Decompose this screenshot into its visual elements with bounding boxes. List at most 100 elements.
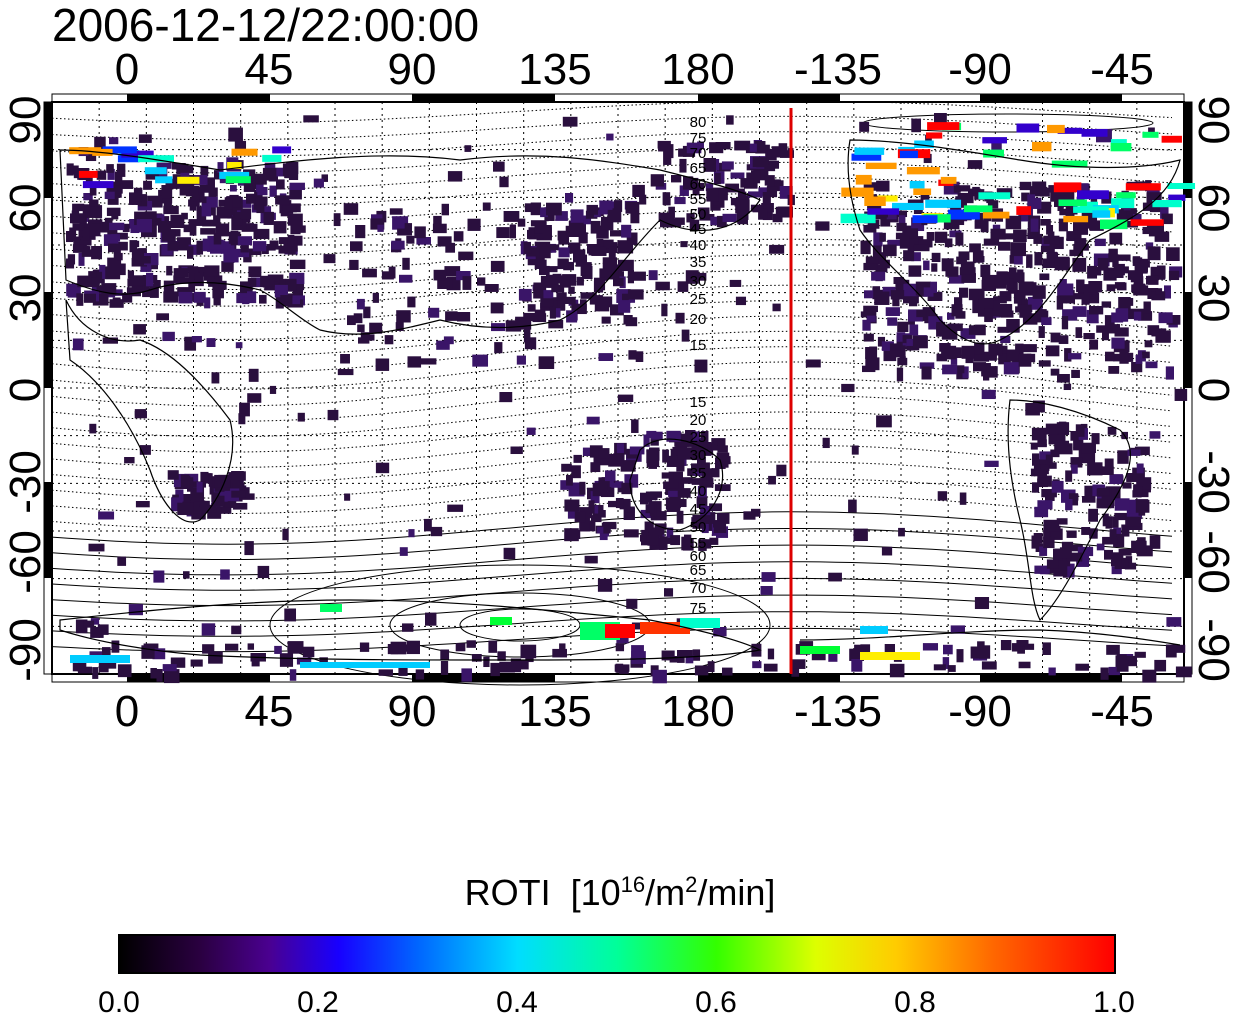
roti-cell xyxy=(524,203,538,213)
roti-cell xyxy=(244,541,254,556)
roti-cell xyxy=(702,512,716,524)
roti-cell xyxy=(887,317,898,326)
roti-cell xyxy=(287,234,295,247)
roti-data xyxy=(66,113,1196,684)
roti-cell xyxy=(864,290,874,299)
roti-cell xyxy=(1155,330,1171,343)
roti-cell xyxy=(1010,242,1027,257)
roti-cell xyxy=(1038,468,1047,478)
roti-cell xyxy=(713,627,727,637)
roti-cell xyxy=(1071,369,1080,378)
roti-cell xyxy=(945,266,959,277)
roti-cell xyxy=(681,477,693,484)
roti-cell xyxy=(176,277,191,284)
roti-cell xyxy=(256,203,265,214)
roti-cell xyxy=(592,482,608,497)
roti-cell xyxy=(320,604,342,612)
roti-cell xyxy=(150,668,157,679)
roti-cell xyxy=(947,312,955,320)
roti-cell xyxy=(144,211,157,222)
roti-cell xyxy=(579,518,590,532)
roti-cell xyxy=(1069,293,1084,300)
roti-cell xyxy=(534,259,547,270)
roti-cell xyxy=(551,284,565,293)
roti-cell xyxy=(1066,552,1083,562)
roti-cell xyxy=(1149,204,1163,213)
roti-cell xyxy=(961,273,976,283)
roti-cell xyxy=(629,446,645,455)
roti-cell xyxy=(1109,232,1123,245)
contour-value-label: 70 xyxy=(689,145,707,162)
roti-cell xyxy=(212,284,224,299)
roti-cell xyxy=(564,499,580,512)
roti-cell xyxy=(863,225,877,233)
roti-cell xyxy=(627,289,644,300)
roti-cell xyxy=(355,225,366,239)
roti-cell xyxy=(539,246,551,259)
roti-cell xyxy=(879,232,886,242)
roti-cell xyxy=(128,604,143,616)
roti-cell xyxy=(851,659,863,672)
roti-cell xyxy=(911,118,922,133)
roti-cell xyxy=(372,292,379,303)
roti-cell xyxy=(625,317,638,327)
roti-cell xyxy=(92,269,105,284)
roti-cell xyxy=(1155,288,1163,295)
roti-cell xyxy=(991,142,1002,153)
roti-cell xyxy=(1118,297,1131,311)
roti-cell xyxy=(574,511,586,523)
roti-cell xyxy=(162,664,177,672)
roti-cell xyxy=(617,394,634,402)
colorbar-title: ROTI [1016/m2/min] xyxy=(0,872,1240,914)
roti-cell xyxy=(157,221,171,233)
roti-cell xyxy=(626,232,638,245)
roti-cell xyxy=(1104,315,1115,327)
roti-cell xyxy=(1005,215,1022,230)
roti-cell xyxy=(863,333,874,342)
roti-cell xyxy=(455,643,466,652)
roti-cell xyxy=(896,222,907,232)
roti-cell xyxy=(926,132,943,139)
roti-cell xyxy=(1130,271,1144,283)
roti-cell xyxy=(406,640,420,655)
roti-cell xyxy=(1021,192,1030,202)
roti-cell xyxy=(1046,225,1054,235)
roti-cell xyxy=(876,180,890,192)
roti-cell xyxy=(1072,306,1087,317)
roti-cell xyxy=(98,511,115,520)
roti-cell xyxy=(896,332,906,342)
roti-cell xyxy=(981,389,996,400)
roti-cell xyxy=(204,297,211,309)
roti-cell xyxy=(693,272,707,281)
roti-cell xyxy=(279,653,294,667)
roti-cell xyxy=(689,219,700,231)
roti-cell xyxy=(558,247,570,258)
roti-cell xyxy=(104,191,115,200)
roti-cell xyxy=(256,180,264,193)
roti-cell xyxy=(746,172,761,184)
roti-cell xyxy=(117,556,127,566)
roti-cell xyxy=(1166,315,1181,325)
roti-cell xyxy=(567,509,579,519)
roti-cell xyxy=(652,669,667,684)
roti-cell xyxy=(740,178,754,188)
roti-cell xyxy=(1089,306,1104,315)
contour-value-label: 25 xyxy=(689,291,707,308)
roti-cell xyxy=(1075,663,1090,671)
roti-cell xyxy=(437,278,453,290)
roti-cell xyxy=(1077,546,1094,557)
roti-cell xyxy=(208,239,224,250)
roti-cell xyxy=(254,189,263,202)
roti-cell xyxy=(876,252,887,265)
roti-cell xyxy=(662,192,671,205)
roti-cell xyxy=(260,275,275,287)
roti-cell xyxy=(228,231,241,244)
roti-cell xyxy=(88,271,97,278)
contour-line xyxy=(269,564,771,686)
roti-cell xyxy=(646,449,658,464)
roti-cell xyxy=(758,208,768,220)
roti-cell xyxy=(602,521,617,530)
roti-cell xyxy=(568,220,584,235)
roti-cell xyxy=(274,284,288,298)
roti-cell xyxy=(984,460,999,467)
